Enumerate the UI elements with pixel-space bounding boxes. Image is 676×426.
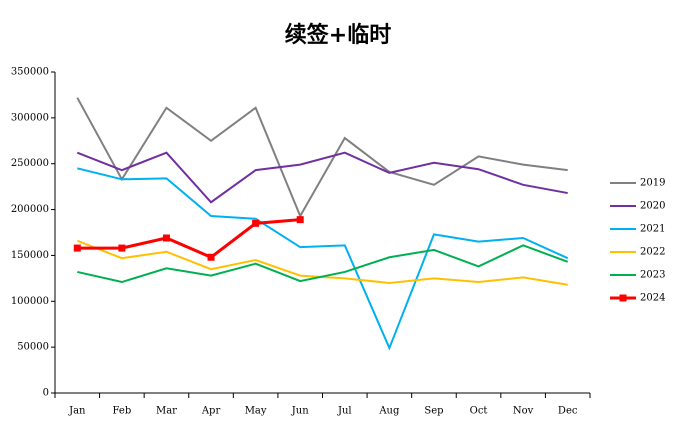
x-tick-label: Aug	[378, 406, 400, 417]
legend-marker	[619, 294, 627, 302]
series-line	[76, 151, 568, 204]
y-tick-label: 100000	[11, 296, 49, 307]
x-tick-label: Jun	[291, 406, 309, 417]
y-tick-label: 250000	[11, 158, 49, 169]
x-tick-label: Sep	[424, 406, 443, 417]
legend-label: 2019	[640, 178, 665, 189]
point-marker	[73, 244, 81, 252]
legend-label: 2023	[640, 270, 665, 281]
y-tick-label: 0	[43, 388, 49, 399]
point-marker	[296, 216, 304, 224]
x-tick-label: Apr	[201, 406, 221, 417]
y-tick-label: 50000	[17, 342, 49, 353]
series-line	[77, 218, 301, 259]
point-marker	[162, 234, 170, 242]
point-marker	[252, 219, 260, 227]
x-tick-label: Mar	[156, 406, 177, 417]
series-line	[77, 167, 569, 351]
y-tick-label: 350000	[11, 67, 49, 78]
series-line	[77, 244, 569, 284]
series-line	[76, 239, 568, 286]
legend-label: 2022	[640, 247, 665, 258]
x-tick-label: May	[245, 406, 267, 417]
x-tick-label: Nov	[513, 406, 534, 417]
x-tick-label: Jan	[68, 406, 86, 417]
y-tick-label: 200000	[11, 204, 49, 215]
y-tick-label: 300000	[11, 112, 49, 123]
x-tick-label: Oct	[470, 406, 488, 417]
chart-title: 续签+临时	[285, 22, 391, 48]
legend-label: 2020	[640, 201, 665, 212]
y-tick-label: 150000	[11, 250, 49, 261]
point-marker	[207, 253, 215, 261]
legend-label: 2024	[640, 293, 665, 304]
x-tick-label: Jul	[337, 406, 352, 417]
legend-label: 2021	[640, 224, 665, 235]
x-tick-label: Feb	[113, 406, 132, 417]
x-tick-label: Dec	[558, 406, 578, 417]
point-marker	[118, 244, 126, 252]
series-line	[76, 97, 568, 219]
